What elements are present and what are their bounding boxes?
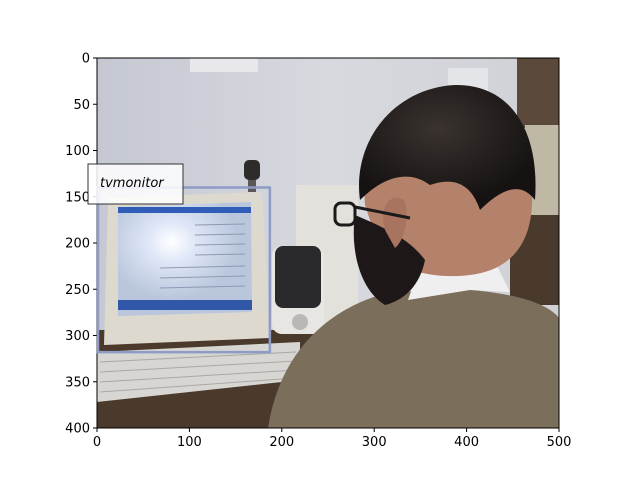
x-tick-label: 200 xyxy=(269,435,294,450)
y-tick-label: 350 xyxy=(65,375,90,390)
person-glasses xyxy=(333,201,411,227)
screen-text-lines xyxy=(159,223,246,289)
x-axis: 0 100 200 300 400 500 xyxy=(93,428,572,450)
webcam-stand xyxy=(248,180,256,192)
webcam xyxy=(244,160,260,180)
x-tick-label: 100 xyxy=(177,435,202,450)
x-tick-label: 500 xyxy=(547,435,572,450)
shelf-top xyxy=(517,58,559,128)
person-hair xyxy=(359,84,536,210)
y-tick-label: 300 xyxy=(65,329,90,344)
photo xyxy=(97,58,559,428)
speaker-knob xyxy=(292,314,308,330)
wall-paper xyxy=(190,58,258,72)
screen-titlebar xyxy=(118,207,251,213)
screen-taskbar xyxy=(118,300,252,310)
y-tick-label: 200 xyxy=(65,237,90,252)
speaker-grille xyxy=(275,246,321,308)
detection-box-tvmonitor xyxy=(96,186,272,354)
y-axis: 0 50 100 150 200 250 300 350 400 xyxy=(65,52,97,437)
y-tick-label: 250 xyxy=(65,283,90,298)
y-tick-label: 0 xyxy=(82,52,90,67)
person-ear xyxy=(383,197,407,248)
detections: tvmonitor xyxy=(87,163,272,354)
person-sweater xyxy=(268,288,559,428)
x-tick-label: 0 xyxy=(93,435,101,450)
detection-label: tvmonitor xyxy=(100,176,165,191)
keyboard xyxy=(97,342,300,402)
x-tick-label: 400 xyxy=(454,435,479,450)
x-tick-label: 300 xyxy=(362,435,387,450)
keyboard-keys xyxy=(99,351,297,393)
person-beard xyxy=(353,215,425,305)
monitor-screen xyxy=(118,202,252,316)
y-tick-label: 100 xyxy=(65,144,90,159)
y-tick-label: 50 xyxy=(73,98,90,113)
y-tick-label: 400 xyxy=(65,422,90,437)
y-tick-label: 150 xyxy=(65,190,90,205)
detection-label-box xyxy=(87,163,184,205)
